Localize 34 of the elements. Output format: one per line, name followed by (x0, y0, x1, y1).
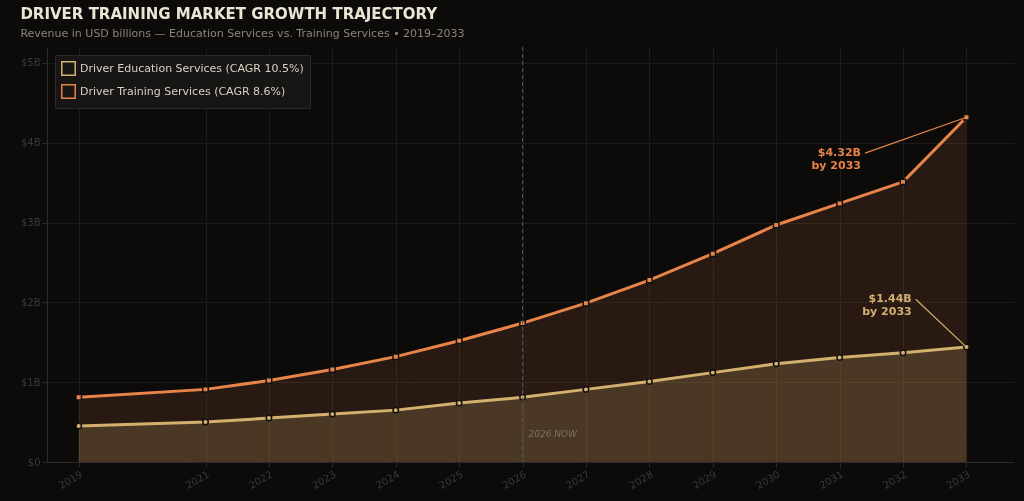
point (75, 393, 83, 401)
point (645, 377, 653, 385)
annotation: $4.32B by 2033 (811, 146, 861, 173)
point (899, 178, 907, 186)
point (645, 276, 653, 284)
chart-title: DRIVER TRAINING MARKET GROWTH TRAJECTORY (20, 4, 439, 23)
point (962, 113, 970, 121)
point (899, 349, 907, 357)
point (392, 406, 400, 414)
point (962, 343, 970, 351)
point (772, 221, 780, 229)
point (265, 377, 273, 385)
chart-subtitle: Revenue in USD billions — Education Services vs. Training Services • 2019–2033 (20, 26, 465, 40)
point (328, 410, 336, 418)
point (709, 250, 717, 258)
point (582, 299, 590, 307)
point (836, 353, 844, 361)
point (519, 393, 527, 401)
legend-label: Driver Education Services (CAGR 10.5%) (80, 61, 304, 75)
point (455, 399, 463, 407)
point (202, 418, 210, 426)
point (265, 414, 273, 422)
point (582, 385, 590, 393)
point (455, 337, 463, 345)
point (709, 369, 717, 377)
legend-label: Driver Training Services (CAGR 8.6%) (80, 84, 286, 98)
point (836, 199, 844, 207)
point (75, 422, 83, 430)
ref-line-label: 2026 NOW (528, 429, 579, 439)
point (772, 360, 780, 368)
point (328, 365, 336, 373)
point (202, 385, 210, 393)
point (392, 353, 400, 361)
annotation: $1.44B by 2033 (862, 292, 912, 319)
